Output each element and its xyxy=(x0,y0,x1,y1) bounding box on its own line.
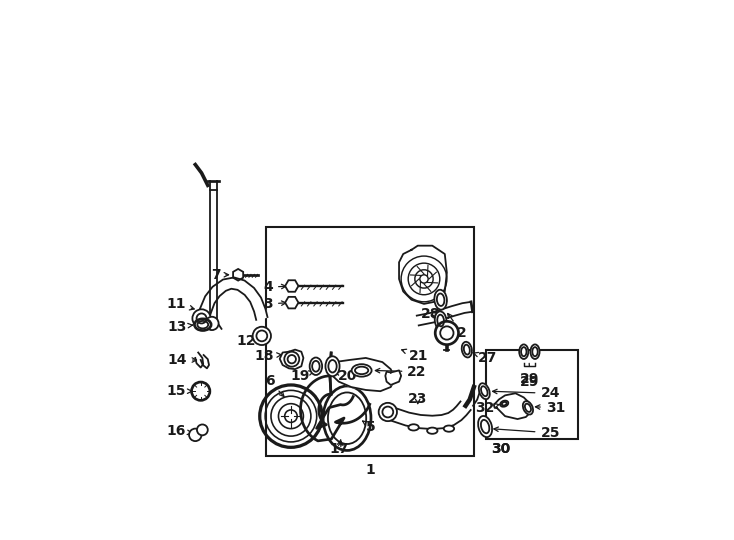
Text: 17: 17 xyxy=(329,440,349,456)
Circle shape xyxy=(189,429,202,441)
Circle shape xyxy=(197,424,208,435)
Text: 5: 5 xyxy=(363,420,376,434)
Ellipse shape xyxy=(195,319,211,330)
Text: 1: 1 xyxy=(365,463,375,477)
Ellipse shape xyxy=(531,345,539,359)
Circle shape xyxy=(435,321,459,345)
Polygon shape xyxy=(385,402,470,429)
Text: 30: 30 xyxy=(491,442,511,456)
Ellipse shape xyxy=(478,416,492,437)
Text: 28: 28 xyxy=(421,307,440,321)
Ellipse shape xyxy=(435,290,447,309)
Text: 30: 30 xyxy=(491,442,511,456)
Polygon shape xyxy=(330,358,395,391)
Text: 14: 14 xyxy=(167,353,197,367)
Bar xyxy=(266,227,474,456)
Text: 24: 24 xyxy=(493,386,560,400)
Text: 29: 29 xyxy=(520,375,539,389)
Polygon shape xyxy=(385,370,401,385)
Ellipse shape xyxy=(519,345,528,359)
Text: 19: 19 xyxy=(290,369,313,383)
Ellipse shape xyxy=(310,357,322,375)
Ellipse shape xyxy=(427,428,437,434)
Text: 3: 3 xyxy=(264,297,286,311)
Ellipse shape xyxy=(523,401,533,415)
Polygon shape xyxy=(399,246,447,304)
Ellipse shape xyxy=(444,426,454,432)
Text: 25: 25 xyxy=(494,426,560,440)
Text: 13: 13 xyxy=(167,320,193,334)
Text: 7: 7 xyxy=(211,268,228,282)
Bar xyxy=(487,349,578,439)
Text: 15: 15 xyxy=(166,384,192,398)
Text: 29: 29 xyxy=(520,363,539,386)
Circle shape xyxy=(252,327,271,345)
Ellipse shape xyxy=(462,342,472,357)
Text: 16: 16 xyxy=(167,424,192,438)
Text: 2: 2 xyxy=(448,314,467,340)
Text: 26: 26 xyxy=(438,332,457,346)
Text: 12: 12 xyxy=(236,334,258,348)
Circle shape xyxy=(206,317,219,330)
Polygon shape xyxy=(195,353,209,368)
Ellipse shape xyxy=(325,356,340,376)
Text: 23: 23 xyxy=(408,392,427,406)
Text: 6: 6 xyxy=(265,374,284,396)
Ellipse shape xyxy=(408,424,419,430)
Polygon shape xyxy=(198,278,267,320)
Text: 31: 31 xyxy=(535,401,565,415)
Text: 22: 22 xyxy=(375,364,427,379)
Ellipse shape xyxy=(323,386,371,450)
Ellipse shape xyxy=(479,383,490,399)
Polygon shape xyxy=(417,302,473,326)
Ellipse shape xyxy=(352,364,371,377)
Text: 4: 4 xyxy=(264,280,286,294)
Text: 11: 11 xyxy=(166,297,195,311)
Text: 18: 18 xyxy=(255,349,281,363)
Text: 32: 32 xyxy=(476,401,500,415)
Polygon shape xyxy=(494,393,532,419)
Circle shape xyxy=(192,309,211,328)
Ellipse shape xyxy=(500,401,508,407)
Text: 20: 20 xyxy=(335,369,357,383)
Polygon shape xyxy=(280,349,303,369)
Text: 21: 21 xyxy=(401,349,428,363)
Circle shape xyxy=(192,382,210,400)
Circle shape xyxy=(379,403,397,421)
Text: 27: 27 xyxy=(473,351,498,365)
Ellipse shape xyxy=(435,312,446,329)
